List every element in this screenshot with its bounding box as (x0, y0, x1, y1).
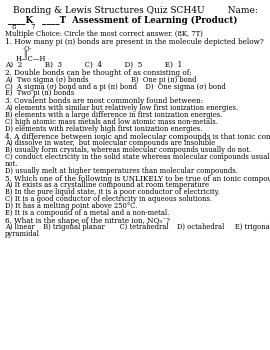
Text: H—C—H: H—C—H (16, 55, 46, 63)
Text: B) usually form crystals, whereas molecular compounds usually do not.: B) usually form crystals, whereas molecu… (5, 146, 251, 154)
Text: 2. Double bonds can be thought of as consisting of:: 2. Double bonds can be thought of as con… (5, 69, 192, 77)
Text: pyramidal: pyramidal (5, 230, 40, 238)
Text: A)  2          B)  3          C)  4          D)  5          E)  1: A) 2 B) 3 C) 4 D) 5 E) 1 (5, 61, 182, 69)
Text: 4. A difference between ionic and molecular compounds is that ionic compounds:: 4. A difference between ionic and molecu… (5, 133, 270, 141)
Text: 5. Which one of the following is UNLIKELY to be true of an ionic compound?: 5. Which one of the following is UNLIKEL… (5, 175, 270, 183)
Text: ____K   ____T  Assessment of Learning (Product): ____K ____T Assessment of Learning (Prod… (8, 16, 238, 25)
Text: C) conduct electricity in the solid state whereas molecular compounds usually do: C) conduct electricity in the solid stat… (5, 153, 270, 161)
Text: C)  A sigma (σ) bond and a pi (π) bond    D)  One sigma (σ) bond: C) A sigma (σ) bond and a pi (π) bond D)… (5, 83, 226, 91)
Text: B) elements with a large difference in first ionization energies.: B) elements with a large difference in f… (5, 111, 222, 119)
Text: 8       7: 8 7 (12, 23, 36, 31)
Text: A)  Two sigma (σ) bonds                    B)  One pi (π) bond: A) Two sigma (σ) bonds B) One pi (π) bon… (5, 76, 197, 84)
Text: C) high atomic mass metals and low atomic mass non-metals.: C) high atomic mass metals and low atomi… (5, 118, 218, 126)
Text: 6. What is the shape of the nitrate ion, NO₃⁻?: 6. What is the shape of the nitrate ion,… (5, 217, 170, 225)
Text: C) It is a good conductor of electricity in aqueous solutions.: C) It is a good conductor of electricity… (5, 195, 212, 203)
Text: Bonding & Lewis Structures Quiz SCH4U        Name:: Bonding & Lewis Structures Quiz SCH4U Na… (13, 6, 257, 15)
Text: D) It has a melting point above 250°C.: D) It has a melting point above 250°C. (5, 202, 137, 210)
Text: 1. How many pi (π) bonds are present in the molecule depicted below?: 1. How many pi (π) bonds are present in … (5, 38, 264, 46)
Text: ||: || (23, 50, 28, 58)
Text: ·O·: ·O· (22, 45, 32, 53)
Text: 3. Covalent bonds are most commonly found between:: 3. Covalent bonds are most commonly foun… (5, 97, 203, 105)
Text: Multiple Choice: Circle the most correct answer. (8K, 7T): Multiple Choice: Circle the most correct… (5, 30, 203, 38)
Text: A) dissolve in water,  but molecular compounds are insoluble: A) dissolve in water, but molecular comp… (5, 139, 215, 147)
Text: A) linear    B) trigonal planar       C) tetrahedral    D) octahedral     E) tri: A) linear B) trigonal planar C) tetrahed… (5, 223, 270, 231)
Text: E)  Two pi (π) bonds: E) Two pi (π) bonds (5, 89, 74, 97)
Text: A) It exists as a crystalline compound at room temperature: A) It exists as a crystalline compound a… (5, 181, 209, 189)
Text: D) elements with relatively high first ionization energies.: D) elements with relatively high first i… (5, 125, 202, 133)
Text: D) usually melt at higher temperatures than molecular compounds.: D) usually melt at higher temperatures t… (5, 167, 238, 175)
Text: E) It is a compound of a metal and a non-metal.: E) It is a compound of a metal and a non… (5, 209, 169, 217)
Text: A) elements with similar but relatively low first ionization energies.: A) elements with similar but relatively … (5, 104, 238, 112)
Text: not.: not. (5, 160, 18, 168)
Text: B) In the pure liquid state, it is a poor conductor of electricity.: B) In the pure liquid state, it is a poo… (5, 188, 220, 196)
